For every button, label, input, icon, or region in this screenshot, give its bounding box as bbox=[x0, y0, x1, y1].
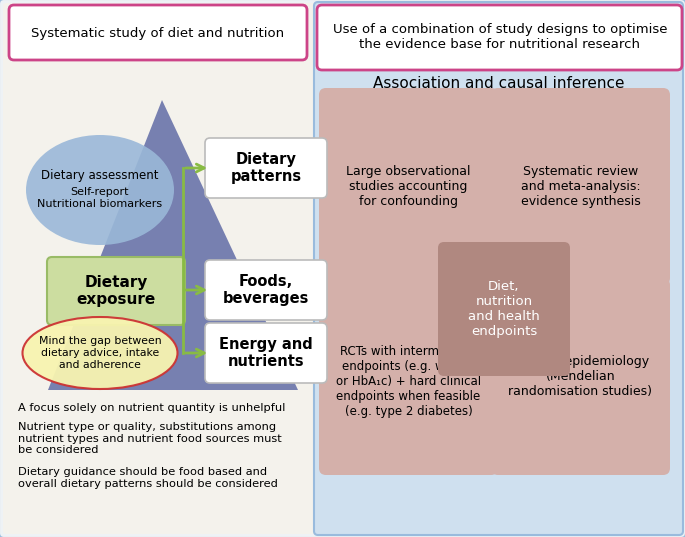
FancyBboxPatch shape bbox=[205, 260, 327, 320]
FancyBboxPatch shape bbox=[491, 88, 670, 285]
Text: Nutrient type or quality, substitutions among
nutrient types and nutrient food s: Nutrient type or quality, substitutions … bbox=[18, 422, 282, 455]
Text: Dietary
patterns: Dietary patterns bbox=[230, 152, 301, 184]
Text: A focus solely on nutrient quantity is unhelpful: A focus solely on nutrient quantity is u… bbox=[18, 403, 286, 413]
FancyBboxPatch shape bbox=[205, 138, 327, 198]
FancyBboxPatch shape bbox=[9, 5, 307, 60]
FancyBboxPatch shape bbox=[314, 2, 683, 535]
Text: Systematic review
and meta-analysis:
evidence synthesis: Systematic review and meta-analysis: evi… bbox=[521, 165, 640, 208]
Text: Dietary
exposure: Dietary exposure bbox=[76, 275, 155, 307]
Text: Association and causal inference: Association and causal inference bbox=[373, 76, 625, 91]
FancyBboxPatch shape bbox=[491, 278, 670, 475]
Text: Genetic epidemiology
(Mendelian
randomisation studies): Genetic epidemiology (Mendelian randomis… bbox=[508, 355, 653, 398]
Text: Use of a combination of study designs to optimise
the evidence base for nutritio: Use of a combination of study designs to… bbox=[333, 23, 667, 51]
Text: Dietary assessment: Dietary assessment bbox=[41, 169, 159, 182]
Text: Foods,
beverages: Foods, beverages bbox=[223, 274, 309, 306]
Polygon shape bbox=[48, 100, 298, 390]
Text: Energy and
nutrients: Energy and nutrients bbox=[219, 337, 313, 369]
FancyBboxPatch shape bbox=[317, 5, 682, 70]
Text: Mind the gap between
dietary advice, intake
and adherence: Mind the gap between dietary advice, int… bbox=[38, 336, 161, 369]
FancyBboxPatch shape bbox=[3, 3, 317, 534]
Text: Diet,
nutrition
and health
endpoints: Diet, nutrition and health endpoints bbox=[468, 280, 540, 338]
FancyBboxPatch shape bbox=[319, 278, 498, 475]
FancyBboxPatch shape bbox=[438, 242, 570, 376]
Text: RCTs with intermediate
endpoints (e.g. weight
or HbA₁ᴄ) + hard clinical
endpoint: RCTs with intermediate endpoints (e.g. w… bbox=[336, 345, 481, 418]
FancyBboxPatch shape bbox=[205, 323, 327, 383]
Text: Large observational
studies accounting
for confounding: Large observational studies accounting f… bbox=[346, 165, 471, 208]
Text: Self-report
Nutritional biomarkers: Self-report Nutritional biomarkers bbox=[38, 187, 162, 209]
Ellipse shape bbox=[26, 135, 174, 245]
Text: Dietary guidance should be food based and
overall dietary patterns should be con: Dietary guidance should be food based an… bbox=[18, 467, 278, 489]
FancyBboxPatch shape bbox=[47, 257, 185, 325]
Ellipse shape bbox=[23, 317, 177, 389]
Text: Systematic study of diet and nutrition: Systematic study of diet and nutrition bbox=[32, 26, 284, 40]
FancyBboxPatch shape bbox=[319, 88, 498, 285]
